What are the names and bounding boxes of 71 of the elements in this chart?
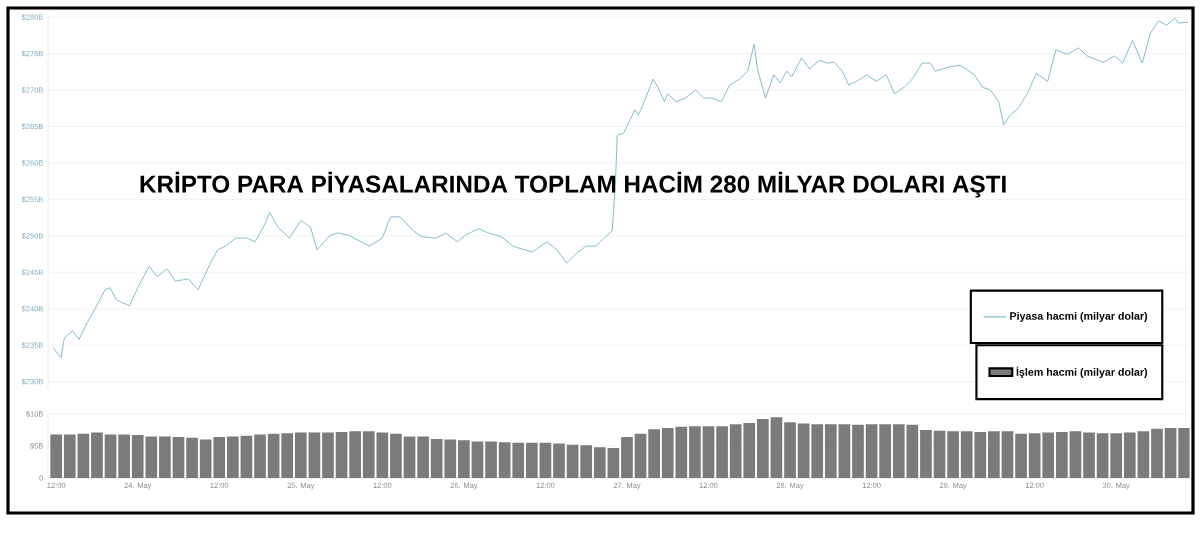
bar <box>702 426 715 478</box>
bar <box>933 430 946 478</box>
bar <box>403 436 416 478</box>
bar <box>947 431 959 478</box>
bar <box>63 434 76 478</box>
bar <box>621 437 633 478</box>
bar <box>1055 431 1068 478</box>
bar <box>634 433 647 478</box>
bar <box>186 437 198 478</box>
bar <box>104 434 117 478</box>
bar <box>607 447 620 478</box>
bar <box>1178 428 1190 478</box>
bar <box>1164 428 1177 478</box>
bar <box>770 417 783 478</box>
bar <box>906 424 919 478</box>
bar <box>838 424 851 478</box>
bar <box>879 424 892 478</box>
bar <box>1096 433 1109 478</box>
bar <box>458 440 470 478</box>
bar <box>525 442 538 478</box>
bar <box>91 432 103 478</box>
bar <box>512 442 525 478</box>
bar <box>498 442 511 478</box>
bar <box>172 437 185 478</box>
bar <box>1110 433 1123 478</box>
bar <box>1137 431 1150 478</box>
bar <box>852 424 864 478</box>
bar <box>1001 431 1014 478</box>
bar <box>797 423 810 478</box>
text: İşlem hacmi (milyar dolar) <box>1016 366 1148 378</box>
bar <box>349 431 361 478</box>
bar <box>322 432 334 478</box>
bar <box>865 424 878 478</box>
bar <box>118 434 130 478</box>
bar <box>50 434 63 478</box>
bar <box>240 435 253 478</box>
legend-label: Piyasa hacmi (milyar dolar) <box>1010 311 1148 322</box>
bar <box>1069 431 1082 478</box>
bar <box>580 445 593 478</box>
bar <box>648 429 660 478</box>
bar <box>920 429 932 478</box>
bar <box>716 426 728 478</box>
bar <box>892 424 905 478</box>
bar <box>784 422 796 478</box>
bar <box>254 434 266 478</box>
bar <box>281 433 294 478</box>
bar <box>988 431 1000 478</box>
bar <box>308 432 321 478</box>
bar <box>485 441 497 478</box>
bar <box>227 436 239 478</box>
bar <box>811 424 824 478</box>
bar <box>539 442 552 478</box>
bar <box>159 436 171 478</box>
bar <box>471 441 484 478</box>
bar <box>689 426 701 478</box>
bar <box>417 436 429 478</box>
bar <box>824 424 837 478</box>
bar <box>1083 432 1095 478</box>
bar <box>593 447 606 478</box>
bar <box>294 432 307 478</box>
text: KRİPTO PARA PİYASALARINDA TOPLAM HACİM 280 MİLYAR DOLARI AŞTI <box>140 171 1006 198</box>
bar <box>553 443 565 478</box>
bar <box>1123 432 1136 478</box>
bar <box>1015 433 1027 478</box>
bar <box>267 433 280 478</box>
bar <box>566 444 579 478</box>
bar <box>1151 428 1163 478</box>
bar <box>390 433 402 478</box>
bar <box>77 433 90 478</box>
bar <box>335 431 348 478</box>
bar <box>757 419 769 478</box>
